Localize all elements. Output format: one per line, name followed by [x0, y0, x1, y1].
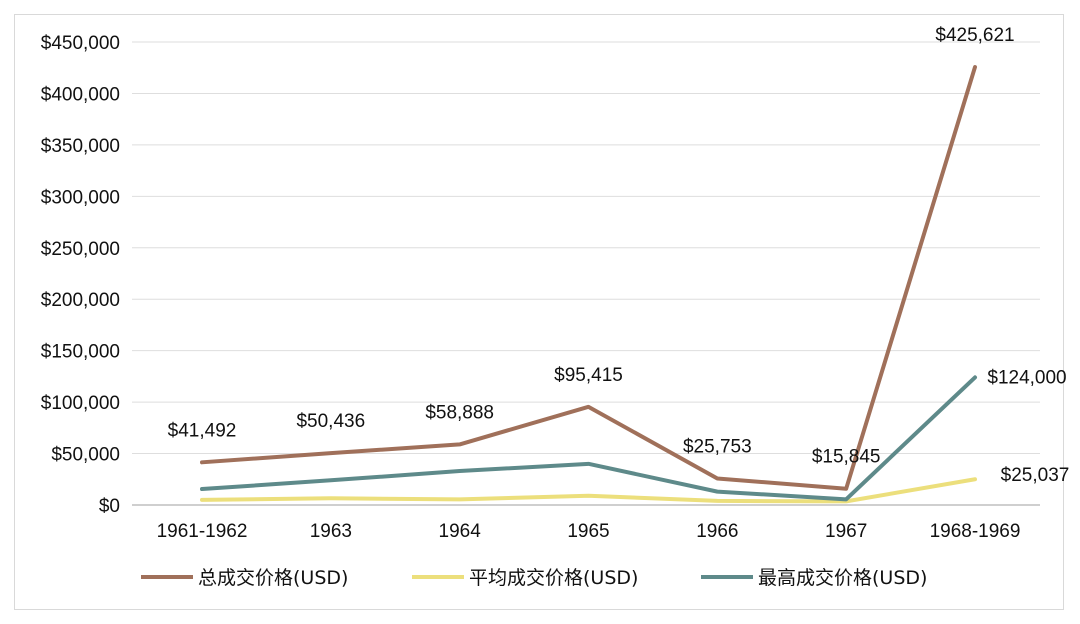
series-line [200, 477, 977, 504]
y-axis-labels: $0 $50,000 $100,000 $150,000 $200,000 $250,00… [41, 33, 120, 517]
x-tick-label: 1961-1962 [157, 521, 248, 542]
y-tick-label: $50,000 [51, 445, 120, 466]
data-label: $25,037 [1001, 465, 1070, 486]
series-line [200, 65, 977, 491]
chart-frame [14, 14, 1064, 610]
data-label: $124,000 [987, 367, 1066, 388]
y-tick-label: $0 [99, 496, 120, 517]
y-tick-label: $450,000 [41, 33, 120, 54]
y-tick-label: $100,000 [41, 393, 120, 414]
data-label: $58,888 [425, 402, 494, 423]
legend-label: 总成交价格(USD) [198, 567, 348, 589]
y-tick-label: $200,000 [41, 290, 120, 311]
y-tick-label: $350,000 [41, 136, 120, 157]
data-label: $41,492 [168, 420, 237, 441]
data-label: $425,621 [935, 25, 1014, 46]
legend-label: 最高成交价格(USD) [758, 567, 927, 589]
data-label: $50,436 [296, 411, 365, 432]
x-tick-label: 1966 [696, 521, 738, 542]
data-labels: $41,492 $50,436 $58,888 $95,415 $25,753 $15,8… [168, 25, 1070, 486]
legend-label: 平均成交价格(USD) [469, 567, 638, 589]
y-tick-label: $400,000 [41, 84, 120, 105]
data-label: $25,753 [683, 437, 752, 458]
series-lines [200, 65, 977, 504]
y-tick-label: $250,000 [41, 239, 120, 260]
y-tick-label: $300,000 [41, 187, 120, 208]
x-tick-label: 1965 [567, 521, 609, 542]
y-tick-label: $150,000 [41, 342, 120, 363]
x-tick-label: 1963 [310, 521, 352, 542]
series-line [200, 375, 977, 502]
data-label: $15,845 [812, 447, 881, 468]
gridlines [132, 41, 1040, 506]
x-tick-label: 1967 [825, 521, 867, 542]
x-tick-label: 1968-1969 [930, 521, 1021, 542]
x-tick-label: 1964 [439, 521, 482, 542]
legend: 总成交价格(USD) 平均成交价格(USD) 最高成交价格(USD) [141, 567, 927, 589]
x-axis-labels: 1961-1962 1963 1964 1965 1966 1967 1968-1969 [157, 521, 1021, 542]
data-label: $95,415 [554, 365, 623, 386]
